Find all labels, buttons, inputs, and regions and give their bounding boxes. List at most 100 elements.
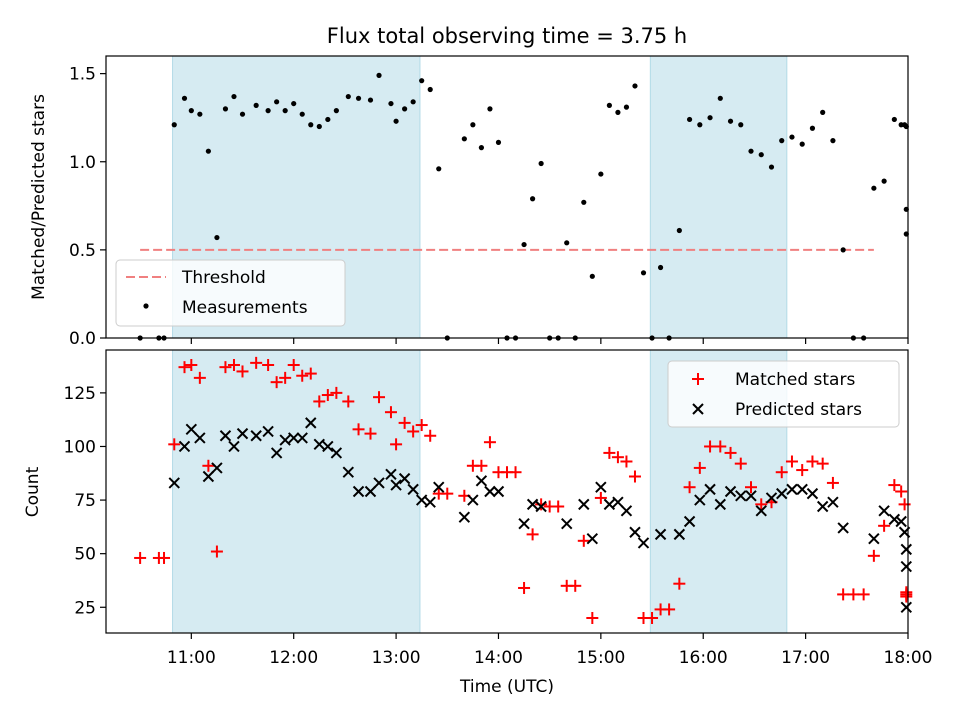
- predicted-star-point: [637, 537, 650, 549]
- matched-star-point: [342, 395, 355, 408]
- matched-star-point: [384, 406, 397, 419]
- predicted-star-point: [458, 511, 471, 523]
- matched-star-point: [603, 446, 616, 459]
- predicted-star-point: [888, 513, 901, 526]
- top-y-axis-label: Matched/Predicted stars: [29, 94, 49, 300]
- predicted-star-point: [313, 438, 326, 451]
- matched-star-point: [193, 371, 206, 384]
- measurement-point: [521, 241, 527, 248]
- x-tick-label: 18:00: [884, 648, 933, 668]
- predicted-star-point: [236, 427, 249, 440]
- measurement-point: [171, 122, 177, 128]
- matched-star-point: [202, 459, 215, 472]
- matched-star-point: [552, 500, 565, 513]
- measurement-point: [205, 148, 211, 154]
- predicted-star-point: [415, 494, 428, 506]
- matched-star-point: [663, 603, 676, 616]
- matched-star-point: [693, 461, 706, 474]
- measurement-point: [615, 109, 621, 115]
- predicted-star-point: [262, 425, 274, 438]
- predicted-star-point: [364, 485, 377, 498]
- matched-star-point: [475, 459, 488, 472]
- predicted-star-point: [796, 483, 808, 496]
- x-tick-label: 15:00: [576, 648, 625, 668]
- measurement-point: [291, 100, 297, 107]
- measurement-point: [738, 122, 744, 128]
- matched-star-point: [724, 446, 737, 459]
- measurement-point: [657, 264, 664, 271]
- legend-measurements-label: Measurements: [182, 298, 308, 318]
- y-tick-label: 75: [74, 491, 96, 511]
- matched-star-point: [878, 519, 891, 532]
- measurement-point: [316, 123, 322, 130]
- measurement-point: [779, 138, 785, 144]
- predicted-star-point: [900, 601, 913, 613]
- top-legend: Threshold Measurements: [115, 259, 346, 327]
- matched-star-point: [683, 481, 696, 494]
- legend-predicted-swatch: [692, 403, 704, 415]
- matched-stars-points: [134, 356, 913, 624]
- measurement-point: [707, 115, 713, 121]
- measurement-point: [282, 108, 288, 114]
- predicted-star-point: [305, 417, 317, 429]
- y-tick-label: 0.0: [69, 329, 96, 349]
- matched-star-point: [796, 464, 809, 477]
- measurement-point: [188, 108, 194, 114]
- measurement-point: [589, 273, 595, 279]
- predicted-star-point: [612, 496, 624, 508]
- predicted-star-point: [484, 485, 496, 498]
- predicted-star-point: [535, 500, 547, 513]
- predicted-star-point: [561, 517, 573, 530]
- y-tick-label: 100: [64, 437, 96, 457]
- predicted-star-point: [352, 485, 365, 498]
- measurement-point: [222, 106, 229, 112]
- matched-star-point: [620, 455, 633, 468]
- bottom-legend-box: [667, 360, 900, 428]
- measurement-point: [231, 93, 237, 100]
- matched-star-point: [178, 361, 191, 374]
- matched-star-point: [483, 436, 496, 449]
- measurement-point: [197, 111, 203, 117]
- matched-star-point: [857, 588, 870, 601]
- matched-star-point: [168, 438, 181, 451]
- measurement-point: [487, 106, 493, 112]
- measurement-point: [727, 118, 734, 124]
- predicted-star-point: [250, 430, 262, 442]
- matched-star-point: [262, 359, 275, 372]
- measurement-point: [402, 106, 408, 112]
- observing-interval: [172, 349, 421, 634]
- predicted-star-point: [654, 528, 667, 541]
- matched-star-point: [373, 391, 386, 404]
- measurement-point: [355, 95, 362, 101]
- predicted-star-point: [900, 543, 913, 556]
- measurement-point: [419, 78, 425, 84]
- predicted-star-point: [330, 447, 343, 459]
- matched-star-point: [826, 476, 839, 489]
- matched-star-point: [518, 581, 531, 594]
- top-y-ticks: 0.0 0.5 1.0 1.5: [69, 65, 106, 349]
- measurement-point: [461, 136, 467, 142]
- measurement-point: [325, 116, 331, 123]
- matched-star-point: [714, 440, 727, 453]
- predicted-stars-points: [168, 417, 913, 613]
- bottom-y-axis-label: Count: [23, 466, 43, 517]
- matched-star-point: [424, 429, 437, 442]
- measurement-point: [239, 111, 246, 117]
- top-panel: 0.0 0.5 1.0 1.5 Matched/Predicted stars Thr…: [29, 55, 909, 349]
- measurement-point: [640, 270, 647, 276]
- predicted-star-point: [586, 532, 599, 545]
- predicted-star-point: [492, 485, 505, 498]
- matched-star-point: [535, 498, 548, 511]
- measurement-point: [410, 99, 416, 105]
- observing-interval: [649, 55, 788, 339]
- predicted-star-point: [694, 494, 706, 506]
- matched-star-point: [646, 611, 659, 624]
- predicted-star-point: [704, 483, 716, 496]
- measurement-point: [789, 134, 795, 140]
- matched-star-point: [847, 588, 860, 601]
- predicted-star-point: [475, 475, 488, 487]
- matched-star-point: [158, 551, 171, 564]
- predicted-star-point: [900, 560, 913, 573]
- measurement-point: [495, 139, 502, 145]
